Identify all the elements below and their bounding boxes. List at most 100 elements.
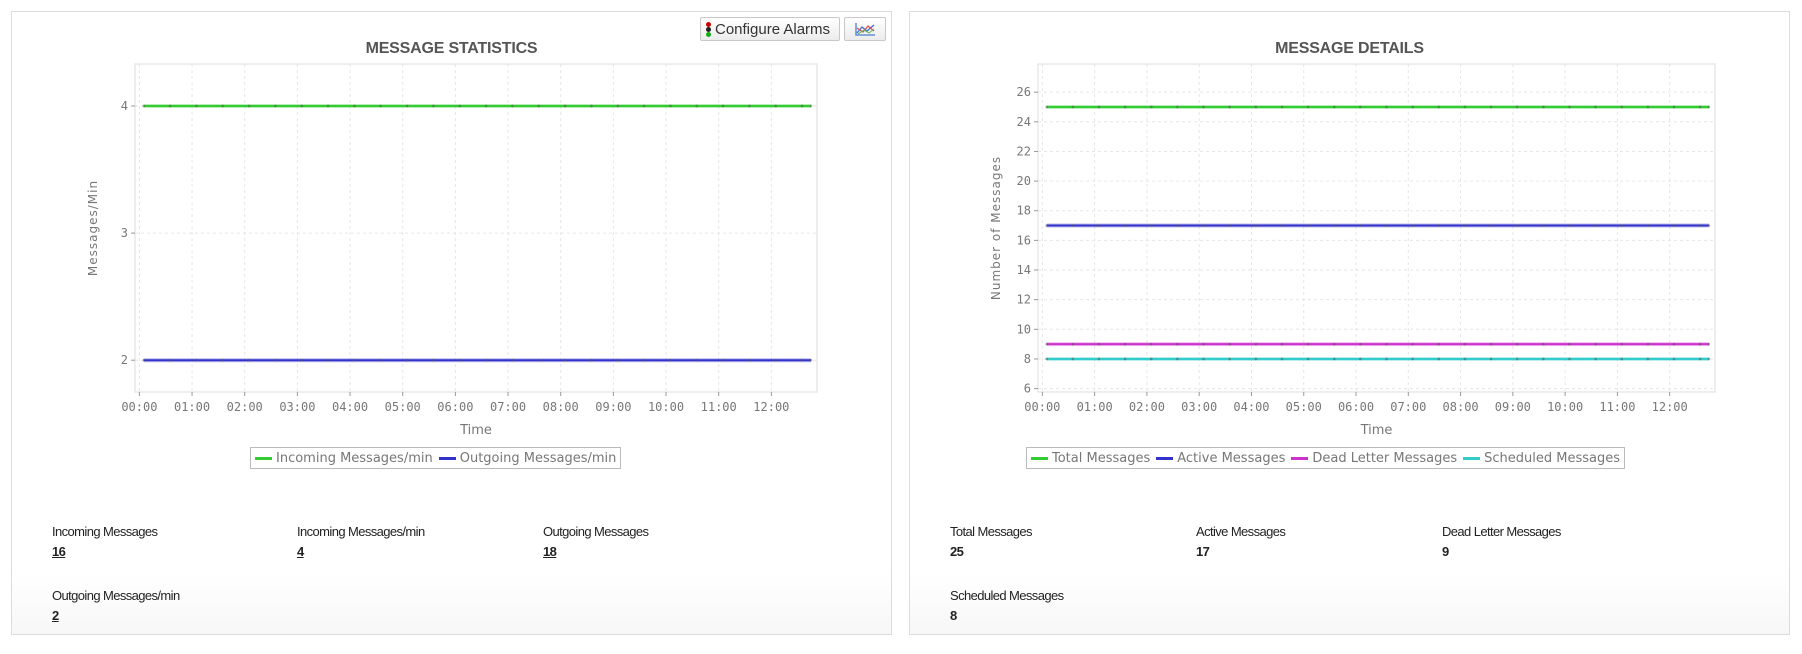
- x-tick-label: 04:00: [332, 400, 368, 414]
- data-point: [1202, 105, 1205, 109]
- x-tick-label: 02:00: [1129, 400, 1165, 414]
- data-point: [458, 358, 462, 362]
- data-point: [1620, 224, 1624, 227]
- x-tick-label: 01:00: [1077, 400, 1113, 414]
- data-point: [1672, 105, 1676, 109]
- data-point: [800, 104, 804, 108]
- x-tick-label: 11:00: [1599, 400, 1635, 414]
- y-tick-label: 8: [1024, 352, 1031, 366]
- legend-swatch: [438, 456, 456, 460]
- data-point: [1071, 357, 1075, 361]
- stat-value-link[interactable]: 2: [52, 608, 59, 623]
- legend-item[interactable]: Scheduled Messages: [1463, 451, 1620, 466]
- y-tick-label: 24: [1017, 115, 1031, 129]
- data-point: [1698, 357, 1702, 361]
- data-point: [1568, 105, 1571, 109]
- data-point: [563, 104, 567, 108]
- message-details-panel: MESSAGE DETAILS 00:00 01:00 02:00 03:00 04:0…: [909, 11, 1790, 635]
- data-point: [1202, 357, 1205, 361]
- x-tick-label: 00:00: [1024, 400, 1060, 414]
- data-point: [1515, 342, 1519, 346]
- y-tick-label: 4: [121, 99, 128, 113]
- data-point: [1280, 357, 1284, 361]
- data-point: [1123, 357, 1127, 361]
- data-point: [1385, 342, 1388, 346]
- data-point: [1071, 224, 1075, 227]
- data-point: [247, 104, 251, 108]
- data-point: [1176, 105, 1179, 109]
- data-point: [405, 104, 409, 108]
- data-point: [774, 358, 778, 362]
- data-point: [1542, 342, 1545, 346]
- legend-label: Scheduled Messages: [1484, 450, 1621, 466]
- data-point: [1332, 357, 1336, 361]
- data-point: [1123, 342, 1127, 346]
- data-point: [774, 104, 778, 108]
- configure-alarms-label: Configure Alarms: [715, 20, 831, 38]
- data-point: [379, 358, 383, 362]
- data-point: [809, 358, 813, 362]
- data-point: [1306, 224, 1310, 227]
- data-point: [1463, 224, 1467, 227]
- data-point: [1437, 357, 1441, 361]
- legend-item[interactable]: Active Messages: [1156, 451, 1285, 466]
- x-tick-label: 07:00: [490, 400, 526, 414]
- data-point: [326, 358, 330, 362]
- stat-outgoing-messages-per-min: Outgoing Messages/min 2: [52, 588, 180, 623]
- data-point: [642, 358, 646, 362]
- legend-item[interactable]: Dead Letter Messages: [1291, 451, 1457, 466]
- legend-label: Outgoing Messages/min: [459, 450, 617, 466]
- stat-label: Incoming Messages: [52, 524, 158, 539]
- data-point: [1620, 105, 1624, 109]
- y-tick-label: 6: [1024, 382, 1031, 396]
- data-point: [590, 104, 593, 108]
- x-tick-label: 09:00: [595, 400, 631, 414]
- chart-type-button[interactable]: [844, 17, 886, 41]
- chart-legend: Total Messages Active Messages Dead Letter…: [1026, 447, 1626, 469]
- data-point: [1646, 342, 1650, 346]
- stat-incoming-messages: Incoming Messages 16: [52, 524, 158, 559]
- data-point: [195, 358, 198, 362]
- data-point: [1411, 357, 1414, 361]
- data-point: [1707, 105, 1711, 109]
- data-point: [142, 358, 146, 362]
- data-point: [1542, 224, 1545, 227]
- data-point: [1071, 105, 1075, 109]
- x-tick-label: 06:00: [437, 400, 473, 414]
- data-point: [1123, 224, 1127, 227]
- traffic-light-icon: [706, 21, 711, 37]
- data-point: [1254, 357, 1258, 361]
- data-point: [1176, 357, 1179, 361]
- data-point: [1359, 357, 1362, 361]
- data-point: [1097, 357, 1101, 361]
- y-tick-label: 12: [1017, 293, 1031, 307]
- stat-value-link[interactable]: 16: [52, 544, 66, 559]
- data-point: [1149, 105, 1153, 109]
- legend-item[interactable]: Total Messages: [1031, 451, 1150, 466]
- y-tick-label: 26: [1017, 85, 1031, 99]
- stat-value: 8: [950, 608, 957, 623]
- data-point: [1045, 357, 1049, 361]
- x-tick-label: 08:00: [1443, 400, 1479, 414]
- y-tick-label: 22: [1017, 144, 1031, 158]
- x-tick-label: 07:00: [1390, 400, 1426, 414]
- configure-alarms-button[interactable]: Configure Alarms: [700, 17, 840, 41]
- data-point: [1176, 224, 1179, 227]
- data-point: [142, 104, 146, 108]
- chart-title: MESSAGE STATISTICS: [365, 40, 538, 57]
- data-point: [1280, 342, 1284, 346]
- data-point: [221, 358, 225, 362]
- data-point: [1254, 342, 1258, 346]
- stat-value: 25: [950, 544, 964, 559]
- data-point: [432, 104, 435, 108]
- data-point: [1359, 342, 1362, 346]
- data-point: [1672, 224, 1676, 227]
- stat-value-link[interactable]: 4: [297, 544, 304, 559]
- legend-item[interactable]: Outgoing Messages/min: [438, 450, 617, 466]
- data-point: [1411, 224, 1414, 227]
- legend-item[interactable]: Incoming Messages/min: [255, 451, 433, 466]
- data-point: [432, 358, 435, 362]
- stat-value-link[interactable]: 18: [543, 544, 557, 559]
- y-tick-label: 20: [1017, 174, 1031, 188]
- data-point: [1202, 224, 1205, 227]
